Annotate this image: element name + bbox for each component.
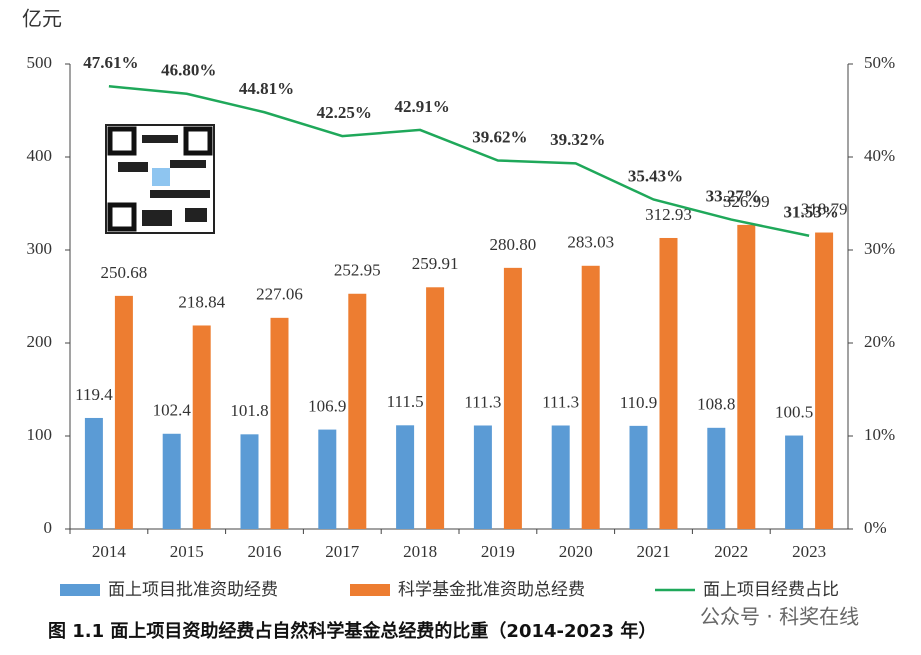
x-tick-label: 2021 [637, 542, 671, 561]
y-tick-label: 400 [27, 146, 53, 165]
y-tick-label: 200 [27, 332, 53, 351]
bar [84, 417, 103, 529]
bar [192, 325, 211, 529]
line-label: 46.80% [161, 61, 216, 80]
line-label: 39.32% [550, 130, 605, 149]
data-label: 100.5 [775, 402, 813, 421]
bar [473, 425, 492, 529]
bar [114, 295, 133, 529]
bar [162, 433, 181, 529]
bar [426, 287, 445, 529]
line-label: 39.62% [472, 127, 527, 146]
bar [270, 317, 289, 529]
x-tick-label: 2019 [481, 542, 515, 561]
bar [659, 237, 678, 529]
x-tick-label: 2023 [792, 542, 826, 561]
bar [396, 425, 415, 529]
legend-label: 面上项目经费占比 [703, 580, 839, 600]
data-label: 111.3 [464, 392, 501, 411]
y-axis-label: 亿元 [22, 7, 62, 31]
line [108, 84, 810, 237]
data-label: 218.84 [178, 292, 225, 311]
bar [581, 265, 600, 529]
line-label: 33.27% [706, 186, 761, 205]
bar [815, 232, 834, 529]
x-tick-label: 2022 [714, 542, 748, 561]
y-tick-label: 100 [27, 425, 53, 444]
data-label: 111.3 [542, 392, 579, 411]
data-label: 326.99 [723, 192, 770, 211]
bar [629, 425, 648, 529]
line-label: 44.81% [239, 79, 294, 98]
data-label: 312.93 [645, 205, 692, 224]
y2-tick-label: 20% [864, 332, 895, 351]
data-label: 106.9 [308, 396, 346, 415]
x-tick-label: 2017 [325, 542, 360, 561]
data-label: 102.4 [153, 401, 192, 420]
watermark: 公众号 · 科奖在线 [700, 605, 859, 629]
bar [503, 267, 522, 529]
bar [707, 427, 726, 529]
line-label: 35.43% [628, 166, 683, 185]
y-tick-label: 500 [27, 53, 53, 72]
qr-code [105, 124, 215, 234]
data-label: 259.91 [412, 254, 459, 273]
legend-swatch [350, 584, 390, 596]
bar [737, 224, 756, 530]
x-tick-label: 2020 [559, 542, 593, 561]
data-label: 252.95 [334, 261, 381, 280]
data-label: 101.8 [230, 401, 268, 420]
x-tick-label: 2016 [248, 542, 282, 561]
data-label: 283.03 [567, 233, 614, 252]
data-label: 318.79 [801, 199, 848, 218]
x-tick-label: 2014 [92, 542, 127, 561]
y-tick-label: 300 [27, 239, 53, 258]
data-label: 119.4 [75, 385, 113, 404]
data-label: 111.5 [387, 392, 424, 411]
y2-tick-label: 40% [864, 146, 895, 165]
bar [785, 435, 804, 529]
bar [240, 434, 259, 529]
data-label: 227.06 [256, 285, 303, 304]
y2-tick-label: 10% [864, 425, 895, 444]
legend-label: 面上项目批准资助经费 [108, 580, 278, 600]
bar [551, 425, 570, 529]
x-tick-label: 2015 [170, 542, 204, 561]
line-label: 42.91% [394, 97, 449, 116]
bar [318, 429, 337, 529]
data-label: 280.80 [490, 235, 537, 254]
bar [348, 293, 367, 529]
y2-tick-label: 0% [864, 518, 887, 537]
data-label: 110.9 [620, 393, 658, 412]
x-tick-label: 2018 [403, 542, 437, 561]
line-label: 31.53% [783, 203, 838, 222]
y-tick-label: 0 [44, 518, 53, 537]
legend-label: 科学基金批准资助总经费 [398, 580, 585, 600]
data-label: 250.68 [101, 263, 148, 282]
y2-tick-label: 50% [864, 53, 895, 72]
caption: 图 1.1 面上项目资助经费占自然科学基金总经费的比重（2014-2023 年） [48, 620, 656, 642]
line-label: 42.25% [317, 103, 372, 122]
y2-tick-label: 30% [864, 239, 895, 258]
data-label: 108.8 [697, 395, 735, 414]
line-label: 47.61% [83, 53, 138, 72]
legend-swatch [60, 584, 100, 596]
